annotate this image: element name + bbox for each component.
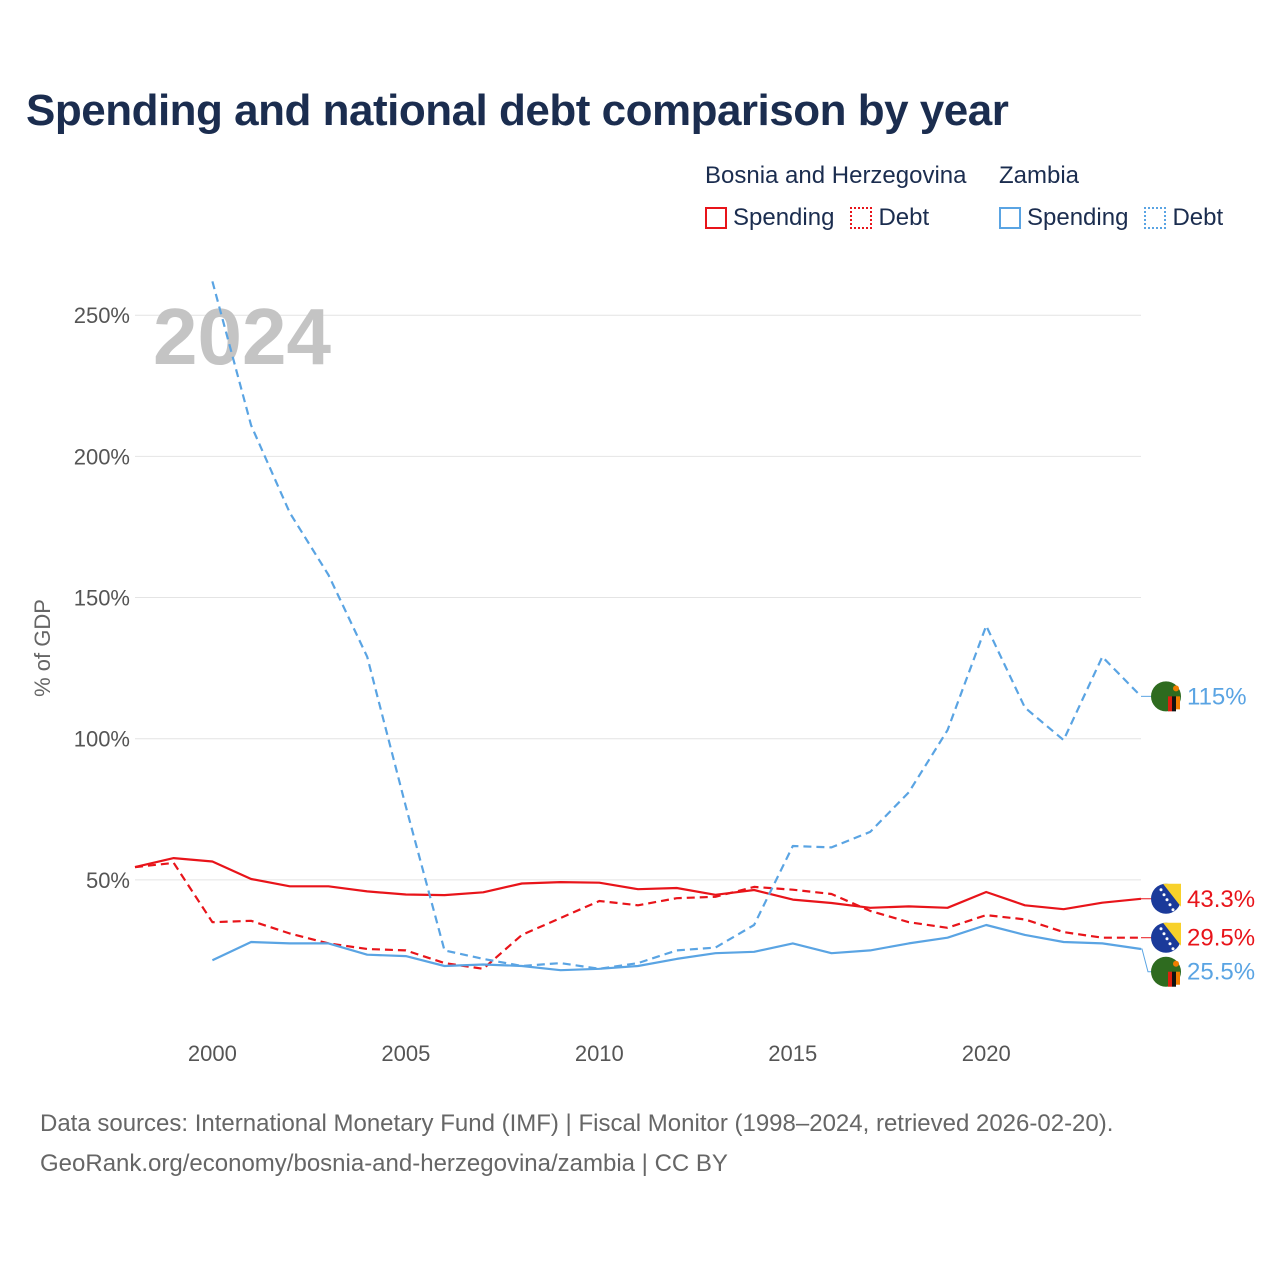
- end-value-label: 29.5%: [1187, 925, 1255, 952]
- year-watermark: 2024: [153, 292, 331, 381]
- gridlines: [135, 315, 1141, 880]
- series-line-bosnia-and-herzegovina-spending: [135, 858, 1141, 909]
- end-labels: 115% 43.3% 29.5% 25.5%: [1141, 681, 1255, 986]
- series-line-zambia-debt: [212, 281, 1141, 968]
- y-tick-label: 50%: [86, 868, 130, 893]
- source-line: Data sources: International Monetary Fun…: [40, 1104, 1113, 1144]
- series-lines: [135, 281, 1141, 970]
- bosnia-flag-icon: [1151, 884, 1181, 914]
- end-label-connector: [1141, 949, 1151, 972]
- source-note: Data sources: International Monetary Fun…: [40, 1104, 1113, 1184]
- x-tick-label: 2000: [188, 1041, 237, 1066]
- zambia-flag-icon: [1151, 957, 1181, 987]
- bosnia-flag-icon: [1151, 923, 1181, 953]
- zambia-flag-icon: [1151, 681, 1181, 711]
- y-tick-label: 250%: [74, 303, 130, 328]
- y-tick-label: 150%: [74, 586, 130, 611]
- x-tick-label: 2020: [962, 1041, 1011, 1066]
- y-axis-label: % of GDP: [30, 599, 55, 697]
- end-value-label: 43.3%: [1187, 886, 1255, 913]
- x-tick-label: 2005: [381, 1041, 430, 1066]
- end-value-label: 115%: [1187, 683, 1247, 710]
- line-chart: 50%100%150%200%250%2000 2005 2010 2015 2020 …: [0, 0, 1280, 1090]
- x-tick-label: 2015: [768, 1041, 817, 1066]
- series-line-bosnia-and-herzegovina-debt: [135, 863, 1141, 969]
- end-value-label: 25.5%: [1187, 959, 1255, 986]
- y-tick-label: 200%: [74, 444, 130, 469]
- axes: 50% 100% 150% 200% 250% 2000 2005 2010 2015 2020: [74, 303, 1011, 1066]
- x-tick-label: 2010: [575, 1041, 624, 1066]
- y-tick-label: 100%: [74, 727, 130, 752]
- attribution-line: GeoRank.org/economy/bosnia-and-herzegovi…: [40, 1144, 1113, 1184]
